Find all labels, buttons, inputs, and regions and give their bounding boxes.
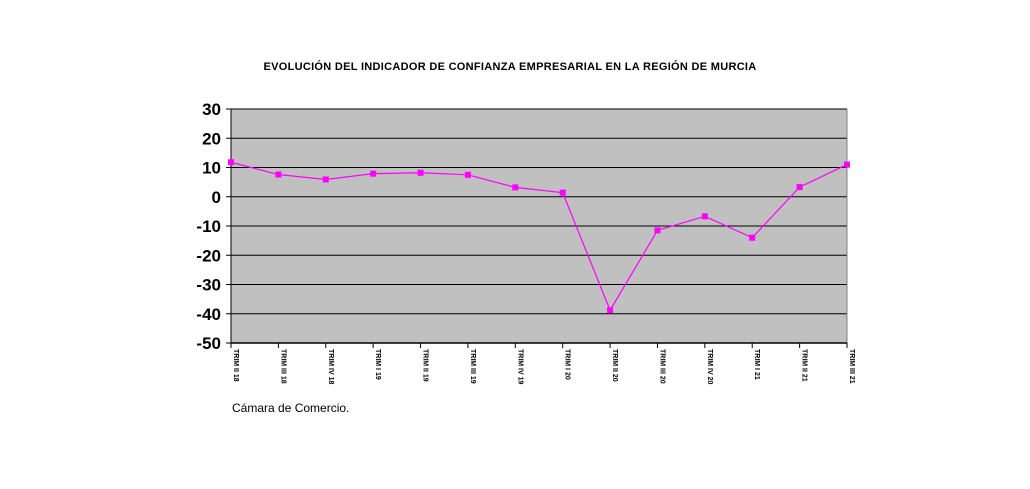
x-tick-label: TRIM IV 20: [706, 349, 713, 385]
x-tick-label: TRIM III 19: [469, 349, 476, 384]
y-tick-label: 0: [212, 188, 221, 207]
x-tick-label: TRIM III 21: [848, 349, 855, 384]
data-point: [796, 184, 803, 191]
x-tick-label: TRIM I 20: [564, 349, 571, 380]
x-tick-label: TRIM III 18: [279, 349, 286, 384]
y-tick-label: -40: [196, 305, 221, 324]
x-tick-label: TRIM I 21: [753, 349, 760, 380]
data-point: [559, 189, 566, 196]
x-tick-label: TRIM II 20: [611, 349, 618, 382]
data-point: [228, 159, 234, 166]
x-tick-label: TRIM II 19: [422, 349, 429, 382]
data-point: [607, 307, 614, 314]
data-point: [275, 171, 282, 178]
x-tick-label: TRIM II 18: [232, 349, 239, 382]
x-tick-label: TRIM I 19: [374, 349, 381, 380]
series-line: [230, 161, 848, 312]
y-tick-label: 10: [202, 159, 221, 178]
y-tick-label: -50: [196, 334, 221, 353]
data-point: [464, 171, 471, 178]
chart-title: EVOLUCIÓN DEL INDICADOR DE CONFIANZA EMP…: [263, 61, 757, 73]
x-tick-label: TRIM IV 18: [327, 349, 334, 385]
y-tick-label: -20: [196, 246, 221, 265]
source-note: Cámara de Comercio.: [232, 401, 350, 415]
x-tick-label: TRIM II 21: [801, 349, 808, 382]
y-tick-label: 20: [202, 129, 221, 148]
data-point: [322, 176, 329, 183]
x-tick-label: TRIM IV 19: [516, 349, 523, 385]
y-tick-label: -30: [196, 276, 221, 295]
data-point: [654, 227, 661, 234]
y-tick-label: 30: [202, 100, 221, 119]
data-point: [701, 213, 708, 220]
x-tick-label: TRIM III 20: [658, 349, 665, 384]
data-point: [370, 170, 377, 177]
data-point: [417, 169, 424, 176]
data-point: [512, 184, 519, 191]
data-point: [844, 161, 850, 168]
y-tick-label: -10: [196, 217, 221, 236]
data-point: [749, 234, 756, 241]
